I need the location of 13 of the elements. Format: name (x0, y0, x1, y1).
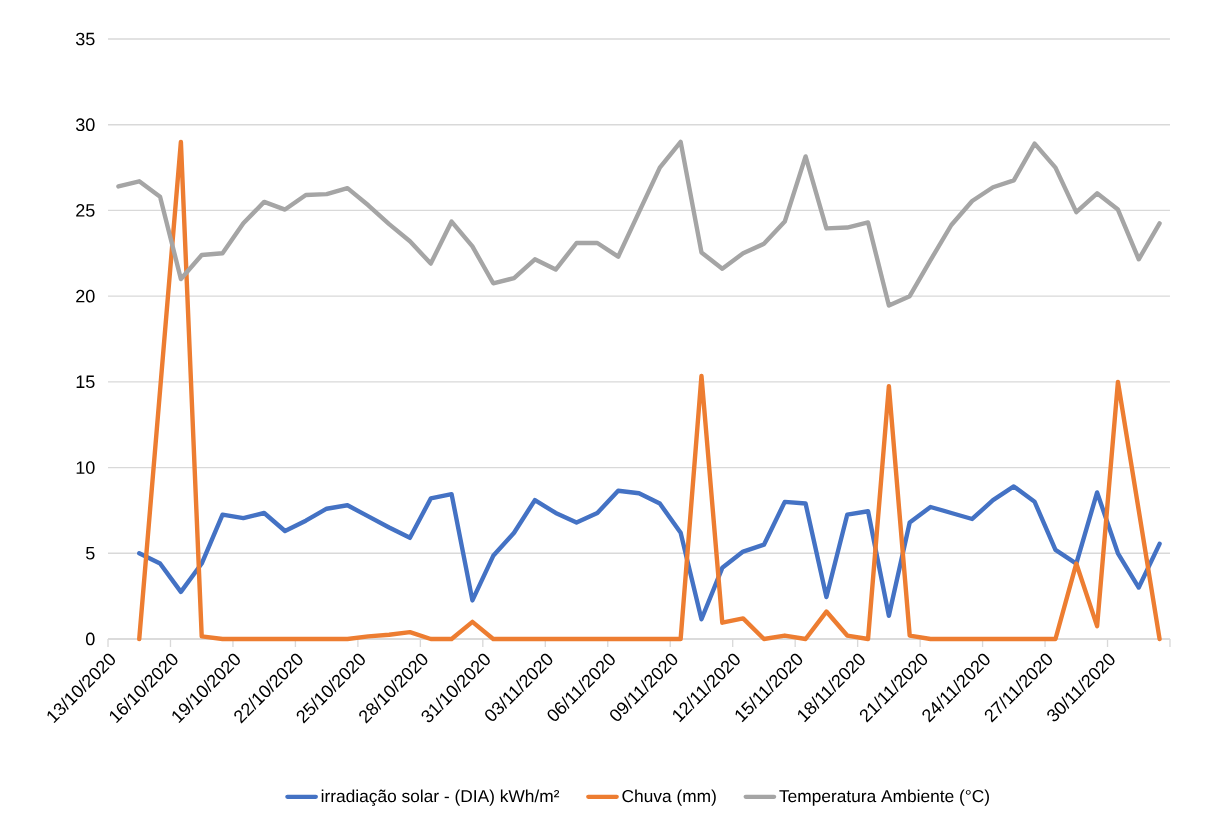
legend-label: Chuva (mm) (622, 789, 716, 806)
y-tick-label: 0 (86, 632, 95, 646)
y-tick-label: 30 (75, 118, 95, 132)
y-tick-label: 35 (75, 32, 95, 46)
legend-label: irradiação solar - (DIA) kWh/m² (321, 789, 560, 806)
y-tick-label: 5 (86, 547, 95, 560)
y-tick-label: 10 (76, 461, 95, 474)
y-tick-label: 25 (76, 204, 95, 217)
line-series (116, 139, 1162, 308)
legend-label: Temperatura Ambiente (°C) (779, 789, 989, 806)
y-tick-label: 20 (76, 289, 95, 303)
line-series (137, 484, 1162, 622)
y-tick-label: 15 (76, 375, 95, 389)
